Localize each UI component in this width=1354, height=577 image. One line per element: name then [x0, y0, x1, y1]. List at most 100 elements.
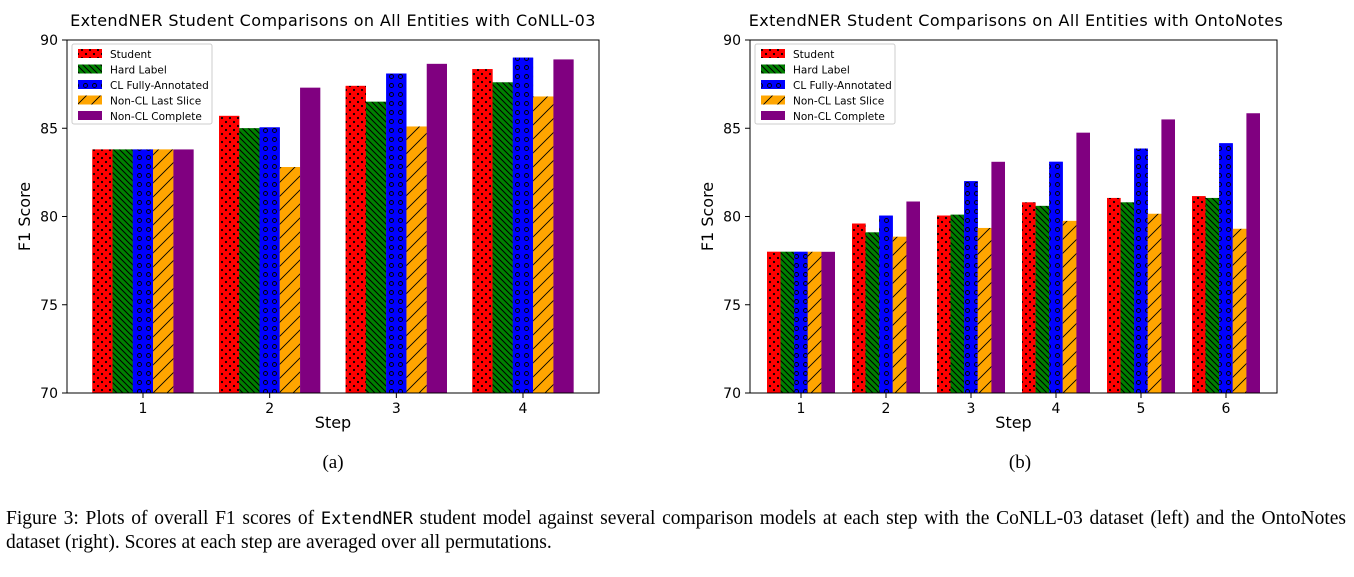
bar-hatch: [533, 96, 554, 393]
legend-swatch-hatch: [761, 80, 785, 89]
bar-non-cl-complete-step-5: [1161, 119, 1175, 394]
x-axis-label: Step: [315, 413, 351, 432]
x-tick-label: 2: [265, 401, 274, 417]
legend-label: Student: [110, 49, 151, 61]
legend-swatch-hatch: [78, 49, 102, 58]
y-tick-label: 85: [723, 121, 741, 137]
legend-swatch: [78, 111, 102, 120]
caption-prefix: Figure 3: Plots of overall F1 scores of: [6, 508, 321, 529]
bar-non-cl-complete-step-1: [173, 149, 194, 393]
bar-hatch: [1120, 202, 1135, 393]
legend-box: [71, 43, 213, 125]
bar-hatch: [937, 215, 951, 393]
bar-non-cl-complete-step-6: [1246, 113, 1260, 393]
bar-hatch: [219, 115, 240, 394]
bar-non-cl-complete-step-3: [426, 63, 447, 393]
caption-rest: student model against several comparison…: [6, 508, 1346, 553]
bar-non-cl-complete-step-2: [300, 87, 321, 393]
bar-hatch: [977, 227, 992, 393]
x-tick-label: 4: [519, 401, 528, 417]
y-tick-label: 75: [723, 298, 741, 314]
bar-non-cl-complete-step-3: [991, 161, 1005, 393]
legend-label: Hard Label: [793, 65, 850, 77]
subfigure-label-b: (b): [1008, 452, 1032, 473]
bar-hatch: [892, 236, 907, 393]
bar-hatch: [865, 232, 880, 393]
legend-label: CL Fully-Annotated: [793, 80, 892, 92]
x-tick-label: 3: [392, 401, 401, 417]
bar-hatch: [1219, 143, 1233, 393]
legend-swatch-hatch: [78, 95, 102, 105]
legend-swatch-hatch: [78, 80, 102, 89]
x-tick-label: 5: [1137, 401, 1146, 417]
x-tick-label: 3: [967, 401, 976, 417]
legend-label: Non-CL Complete: [110, 111, 202, 123]
bar-non-cl-complete-step-1: [821, 251, 835, 393]
bar-hatch: [950, 214, 965, 393]
bar-hatch: [386, 73, 407, 393]
y-tick-label: 80: [723, 210, 741, 226]
bar-hatch: [512, 57, 534, 394]
bar-hatch: [852, 223, 866, 393]
legend-swatch-hatch: [761, 49, 785, 58]
bar-hatch: [365, 101, 387, 394]
bar-hatch: [345, 85, 366, 393]
x-tick-label: 1: [797, 401, 806, 417]
bar-hatch: [1192, 196, 1206, 393]
chart-conll03: 70 75 80 85 90 1 2 3 4 Step F1 Score ExtendNER Stud…: [15, 11, 600, 432]
y-axis-label: F1 Score: [15, 182, 34, 251]
x-axis-label: Step: [995, 413, 1031, 432]
y-tick-label: 70: [723, 386, 741, 402]
chart-ontonotes: 70 75 80 85 90 1 2 3 4 5 6 Step F1 Score ExtendNER St…: [698, 11, 1283, 432]
chart-title: ExtendNER Student Comparisons on All Ent…: [70, 11, 596, 30]
bar-hatch: [259, 127, 280, 394]
y-tick-label: 85: [40, 121, 58, 137]
legend-swatch-hatch: [78, 64, 102, 74]
legend-box: [754, 43, 896, 125]
legend-label: Non-CL Last Slice: [793, 96, 884, 108]
bar-non-cl-complete-step-4: [1076, 132, 1090, 393]
bar-hatch: [1062, 220, 1077, 393]
bar-hatch: [132, 149, 154, 393]
y-tick-label: 70: [40, 386, 58, 402]
bar-hatch: [279, 167, 301, 393]
bar-hatch: [1232, 228, 1247, 393]
legend-swatch: [761, 111, 785, 120]
x-tick-label: 2: [882, 401, 891, 417]
bar-hatch: [1107, 197, 1121, 393]
caption-model-name: ExtendNER: [320, 509, 413, 529]
bar-hatch: [767, 251, 781, 393]
bar-hatch: [879, 215, 893, 393]
bar-hatch: [1205, 197, 1220, 393]
legend-swatch-hatch: [761, 64, 785, 74]
bar-hatch: [239, 128, 260, 393]
legend-label: Non-CL Complete: [793, 111, 885, 123]
subfigure-label-a: (a): [322, 452, 344, 473]
bar-hatch: [406, 126, 427, 394]
bar-hatch: [780, 251, 795, 393]
bar-hatch: [1035, 205, 1050, 393]
figure: 70 75 80 85 90 1 2 3 4 Step F1 Score ExtendNER Stud…: [15, 11, 1283, 432]
bar-hatch: [492, 82, 513, 394]
y-tick-label: 80: [40, 210, 58, 226]
bar-hatch: [794, 251, 808, 393]
x-tick-label: 1: [139, 401, 148, 417]
bar-hatch: [112, 149, 133, 393]
bar-hatch: [964, 181, 978, 393]
x-tick-label: 4: [1052, 401, 1061, 417]
legend-label: Non-CL Last Slice: [110, 96, 201, 108]
bar-hatch: [1134, 148, 1148, 393]
bar-hatch: [1147, 213, 1162, 393]
bar-hatch: [807, 251, 822, 393]
bar-hatch: [153, 149, 174, 393]
y-tick-label: 90: [40, 33, 58, 49]
y-tick-label: 90: [723, 33, 741, 49]
chart-title: ExtendNER Student Comparisons on All Ent…: [749, 11, 1284, 30]
figure-caption: Figure 3: Plots of overall F1 scores of …: [6, 507, 1346, 555]
bar-hatch: [1022, 202, 1036, 393]
bar-hatch: [92, 149, 113, 393]
legend-label: CL Fully-Annotated: [110, 80, 209, 92]
bar-non-cl-complete-step-2: [906, 201, 920, 393]
y-tick-label: 75: [40, 298, 58, 314]
legend-label: Hard Label: [110, 65, 167, 77]
